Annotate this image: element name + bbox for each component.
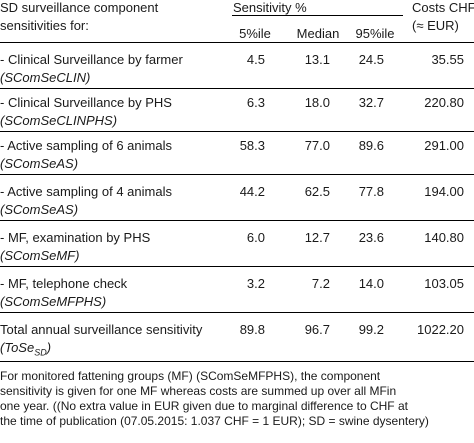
footnote-line: For monitored fattening groups (MF) (SCo… [0, 369, 381, 383]
row-code: (SComSeCLIN) [0, 70, 91, 85]
col-header-p95: 95%ile [355, 26, 395, 41]
row-code: (SComSeCLINPHS) [0, 113, 118, 128]
row-p5: 6.0 [246, 230, 265, 245]
table-bottom-rule [0, 361, 474, 362]
row-p95: 24.5 [358, 52, 384, 67]
row-code: (SComSeMFPHS) [0, 294, 107, 309]
row-divider [0, 266, 474, 267]
total-cost: 1022.20 [417, 322, 464, 337]
row-median: 13.1 [304, 52, 330, 67]
row-p95: 77.8 [358, 184, 384, 199]
row-p5: 4.5 [246, 52, 265, 67]
row-p95: 32.7 [358, 95, 384, 110]
row-divider [0, 88, 474, 89]
row-p5: 3.2 [246, 276, 265, 291]
row-label: - MF, examination by PHS [0, 230, 151, 245]
footnote-line: sensitivity is given for one MF whereas … [0, 384, 397, 398]
row-median: 12.7 [304, 230, 330, 245]
row-p95: 89.6 [358, 138, 384, 153]
row-p5: 58.3 [239, 138, 265, 153]
header-rule [0, 42, 474, 43]
costs-header-line1: Costs CHF [412, 0, 474, 15]
row-cost: 103.05 [424, 276, 464, 291]
footnote-line: the time of publication (07.05.2015: 1.0… [0, 414, 429, 428]
row-code: (SComSeAS) [0, 202, 79, 217]
row-cost: 291.00 [424, 138, 464, 153]
row-cost: 220.80 [424, 95, 464, 110]
row-cost: 194.00 [424, 184, 464, 199]
row-label: - Active sampling of 6 animals [0, 138, 172, 153]
row-median: 18.0 [304, 95, 330, 110]
row-code: (SComSeAS) [0, 156, 79, 171]
row-label: - MF, telephone check [0, 276, 128, 291]
row-divider [0, 220, 474, 221]
row-label: - Clinical Surveillance by PHS [0, 95, 172, 110]
row-p5: 6.3 [246, 95, 265, 110]
row-p95: 23.6 [358, 230, 384, 245]
col-header-p5: 5%ile [239, 26, 271, 41]
row-divider [0, 174, 474, 175]
row-median: 7.2 [311, 276, 330, 291]
total-p95: 99.2 [358, 322, 384, 337]
total-code: (ToSeSD) [0, 340, 52, 358]
component-header-line1: SD surveillance component [0, 0, 159, 15]
sensitivity-underline [232, 15, 403, 16]
total-label: Total annual surveillance sensitivity [0, 322, 203, 337]
row-p5: 44.2 [239, 184, 265, 199]
total-p5: 89.8 [239, 322, 265, 337]
footnote-line: one year. ((No extra value in EUR given … [0, 399, 408, 413]
col-header-median: Median [296, 26, 340, 41]
row-label: - Clinical Surveillance by farmer [0, 52, 183, 67]
row-cost: 140.80 [424, 230, 464, 245]
row-cost: 35.55 [431, 52, 464, 67]
table-footnote: For monitored fattening groups (MF) (SCo… [0, 369, 466, 429]
costs-header-line2: (≈ EUR) [412, 18, 459, 33]
row-code: (SComSeMF) [0, 248, 80, 263]
row-median: 62.5 [304, 184, 330, 199]
total-median: 96.7 [304, 322, 330, 337]
row-p95: 14.0 [358, 276, 384, 291]
sensitivity-header: Sensitivity % [233, 0, 307, 15]
component-header-line2: sensitivities for: [0, 18, 89, 33]
row-divider [0, 312, 474, 313]
row-median: 77.0 [304, 138, 330, 153]
row-label: - Active sampling of 4 animals [0, 184, 172, 199]
row-divider [0, 131, 474, 132]
